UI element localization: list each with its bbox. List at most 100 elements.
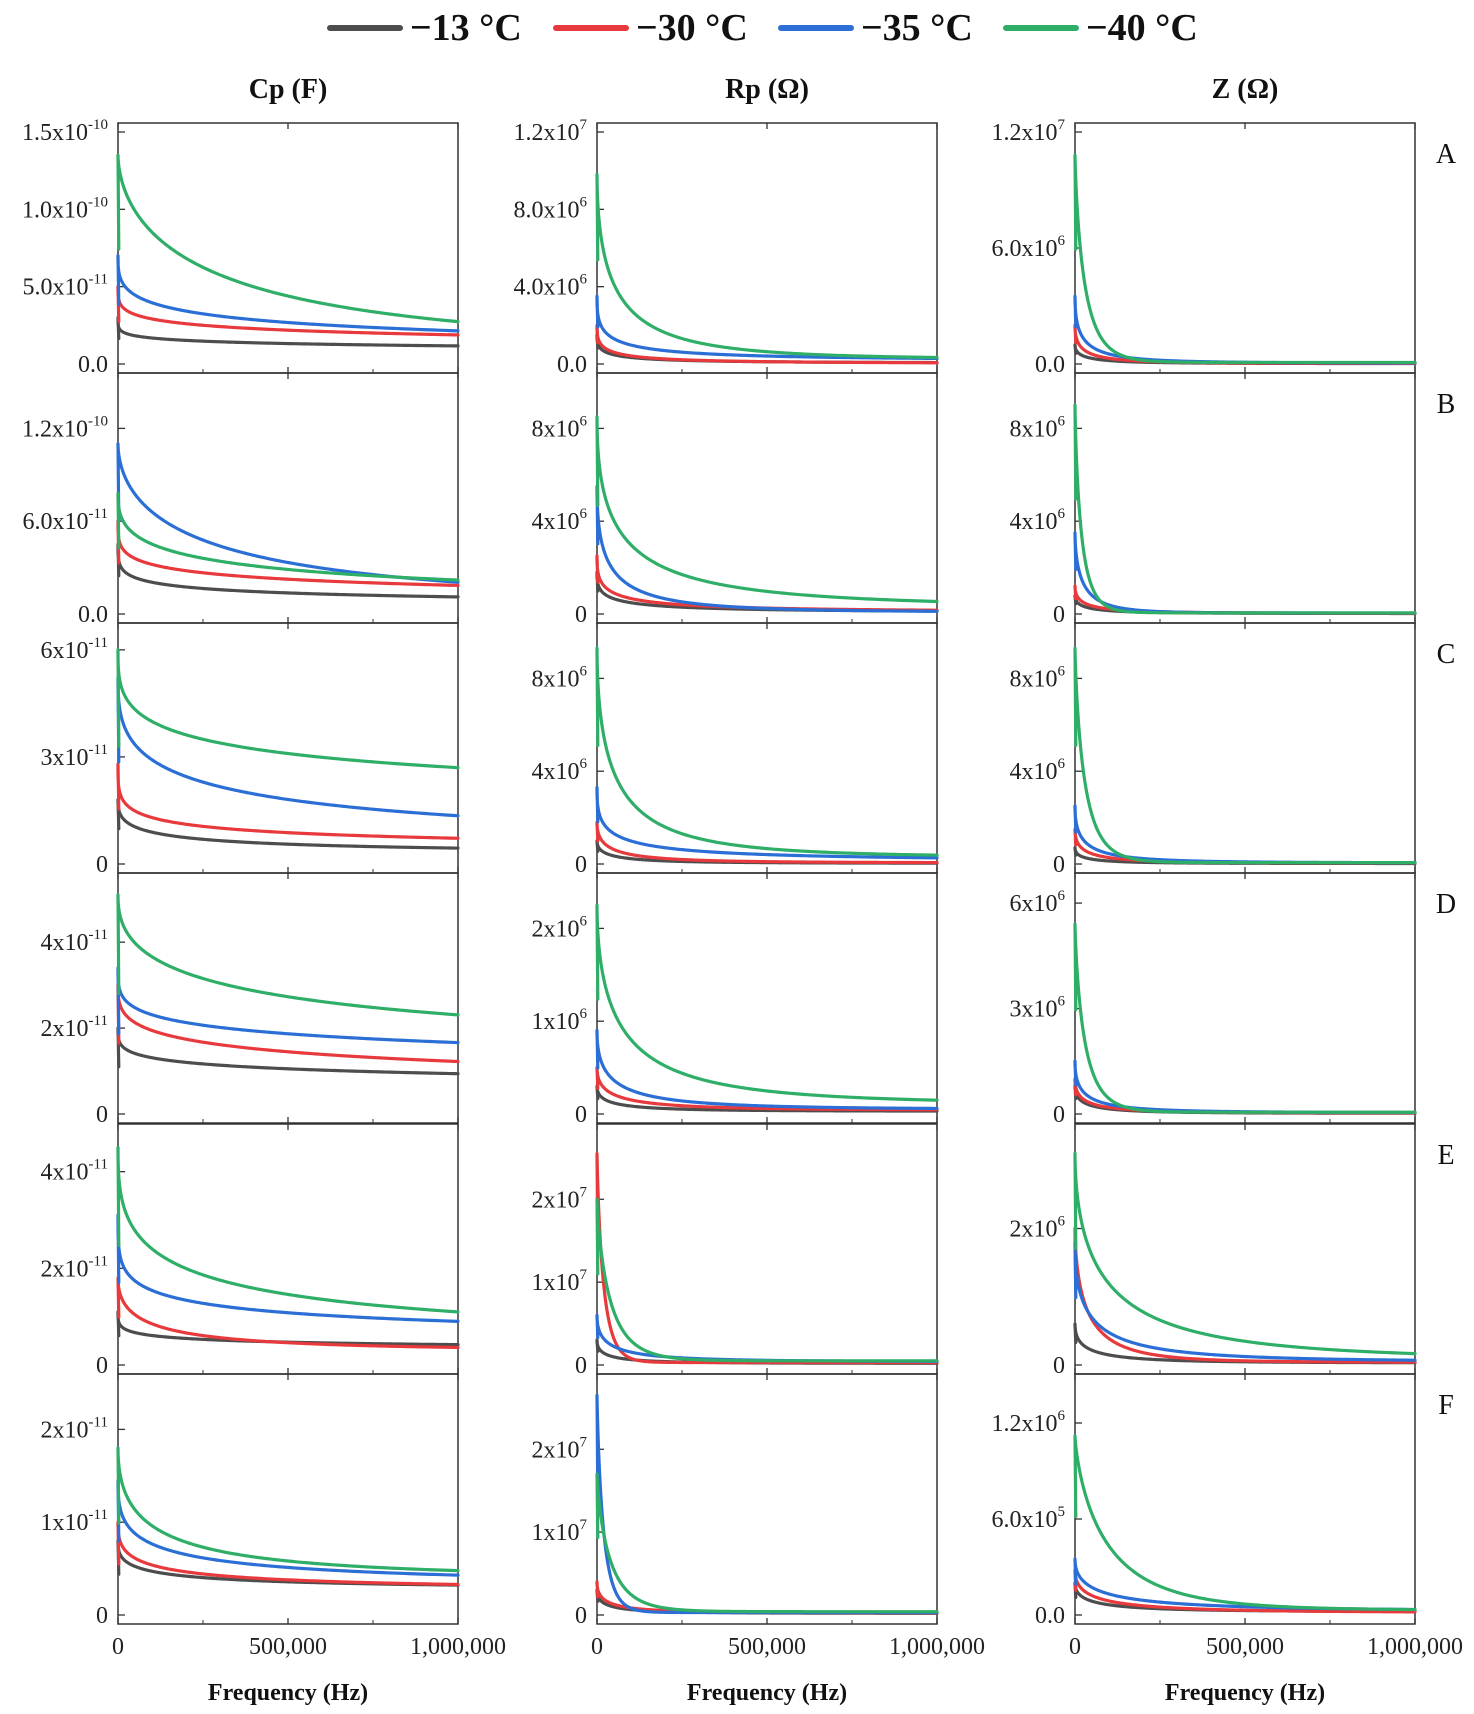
series-line-4 xyxy=(116,1145,460,1314)
column-title-1: Cp (F) xyxy=(249,74,328,105)
series-line-2 xyxy=(595,1152,939,1365)
series-line-2 xyxy=(116,285,460,337)
y-tick-label: 8.0x106 xyxy=(514,194,588,223)
series-line-3 xyxy=(116,442,460,584)
panel-A-1: 0.0 5.0x10-11 1.0x10-10 1.5x10-10 xyxy=(22,117,460,378)
y-tick-label: 6.0x10-11 xyxy=(23,506,108,535)
panel-frame xyxy=(1074,122,1416,374)
series-line-3 xyxy=(116,966,460,1045)
y-tick-label: 5.0x10-11 xyxy=(23,272,108,301)
series-line-2 xyxy=(595,323,939,365)
x-axis-labels: Frequency (Hz) Frequency (Hz) Frequency (H… xyxy=(208,1680,1325,1706)
y-tick-label: 6x106 xyxy=(1010,888,1066,917)
series-line-3 xyxy=(595,1393,939,1615)
y-tick-label: 0 xyxy=(575,1102,587,1128)
series-line-2 xyxy=(595,554,939,612)
row-label-D: D xyxy=(1436,889,1456,920)
x-tick-label: 1,000,000 xyxy=(1367,1634,1463,1660)
series-line-2 xyxy=(1073,1568,1417,1614)
panel-frame xyxy=(1074,372,1416,624)
series-line-4 xyxy=(116,1446,460,1573)
series-line-3 xyxy=(1073,1059,1417,1115)
y-tick-label: 0 xyxy=(96,1102,108,1128)
x-tick-label: 0 xyxy=(112,1634,124,1660)
x-tick-label: 0 xyxy=(591,1634,603,1660)
panel-frame xyxy=(1074,872,1416,1124)
y-tick-label: 3x10-11 xyxy=(41,742,108,771)
series-line-4 xyxy=(116,491,460,582)
y-tick-label: 1x10-11 xyxy=(41,1507,108,1536)
legend-label-1: −13 °C xyxy=(410,7,522,49)
y-tick-label: 0 xyxy=(1053,1102,1065,1128)
series-line-3 xyxy=(116,676,460,818)
series-line-4 xyxy=(595,172,939,360)
series-line-4 xyxy=(1073,153,1417,365)
y-tick-label: 0.0 xyxy=(1035,352,1065,378)
x-tick-label: 1,000,000 xyxy=(410,1634,506,1660)
panel-E-3: 0 2x106 xyxy=(1010,1123,1417,1379)
y-tick-label: 6.0x105 xyxy=(992,1504,1066,1533)
y-tick-label: 1x106 xyxy=(532,1006,588,1035)
series-line-1 xyxy=(116,1026,460,1076)
y-tick-label: 1.2x107 xyxy=(514,117,588,146)
series-line-2 xyxy=(595,1066,939,1112)
row-label-F: F xyxy=(1438,1390,1454,1421)
y-tick-label: 0.0 xyxy=(557,352,587,378)
panel-D-2: 0 1x106 2x106 xyxy=(532,872,939,1128)
row-label-A: A xyxy=(1436,139,1457,170)
y-tick-label: 2x107 xyxy=(532,1184,588,1213)
y-tick-label: 4x106 xyxy=(1010,756,1066,785)
series-line-2 xyxy=(116,983,460,1064)
y-tick-label: 0 xyxy=(575,1603,587,1629)
y-tick-label: 4x106 xyxy=(532,506,588,535)
y-tick-label: 8x106 xyxy=(1010,413,1066,442)
y-tick-label: 1.0x10-10 xyxy=(22,194,108,223)
series-line-4 xyxy=(1073,1434,1417,1612)
y-tick-label: 6x10-11 xyxy=(41,635,108,664)
legend-label-2: −30 °C xyxy=(636,7,748,49)
panel-C-1: 0 3x10-11 6x10-11 xyxy=(41,622,460,878)
row-label-E: E xyxy=(1437,1140,1454,1171)
y-tick-label: 0.0 xyxy=(78,352,108,378)
panel-B-2: 0 4x106 8x106 xyxy=(532,372,939,628)
panel-F-2: 0 1x107 2x107 0 500,000 1,000,000 xyxy=(532,1373,985,1660)
series-line-2 xyxy=(116,762,460,840)
panel-frame xyxy=(1074,1123,1416,1375)
y-tick-label: 2x10-11 xyxy=(41,1414,108,1443)
series-line-4 xyxy=(595,903,939,1102)
series-line-2 xyxy=(116,1276,460,1350)
panel-frame xyxy=(596,622,938,874)
series-line-1 xyxy=(595,1084,939,1113)
series-line-1 xyxy=(116,316,460,348)
column-title-3: Z (Ω) xyxy=(1212,74,1279,105)
panel-frame xyxy=(596,372,938,624)
row-labels: A B C D E F xyxy=(1436,139,1457,1421)
y-tick-label: 3x106 xyxy=(1010,994,1066,1023)
y-tick-label: 0 xyxy=(575,602,587,628)
y-tick-label: 1x107 xyxy=(532,1267,588,1296)
panel-A-3: 0.0 6.0x106 1.2x107 xyxy=(992,117,1417,378)
series-line-1 xyxy=(116,542,460,599)
legend-label-3: −35 °C xyxy=(861,7,973,49)
panel-frame xyxy=(117,1373,459,1625)
y-tick-label: 4x106 xyxy=(532,756,588,785)
y-tick-label: 1.2x107 xyxy=(992,117,1066,146)
series-line-2 xyxy=(116,1520,460,1587)
y-tick-label: 6.0x106 xyxy=(992,233,1066,262)
y-tick-label: 1.5x10-10 xyxy=(22,117,108,146)
series-line-4 xyxy=(595,1472,939,1614)
y-tick-label: 0 xyxy=(96,852,108,878)
y-tick-label: 0.0 xyxy=(78,602,108,628)
y-tick-label: 1.2x10-10 xyxy=(22,413,108,442)
y-tick-label: 2x10-11 xyxy=(41,1013,108,1042)
series-line-3 xyxy=(116,254,460,333)
panel-A-2: 0.0 4.0x106 8.0x106 1.2x107 xyxy=(514,117,939,378)
series-line-4 xyxy=(595,1197,939,1363)
series-line-4 xyxy=(116,153,460,324)
series-line-4 xyxy=(1073,646,1417,865)
y-tick-label: 2x10-11 xyxy=(41,1253,108,1282)
y-tick-label: 0 xyxy=(575,852,587,878)
series-line-4 xyxy=(1073,403,1417,615)
y-tick-label: 0 xyxy=(1053,852,1065,878)
